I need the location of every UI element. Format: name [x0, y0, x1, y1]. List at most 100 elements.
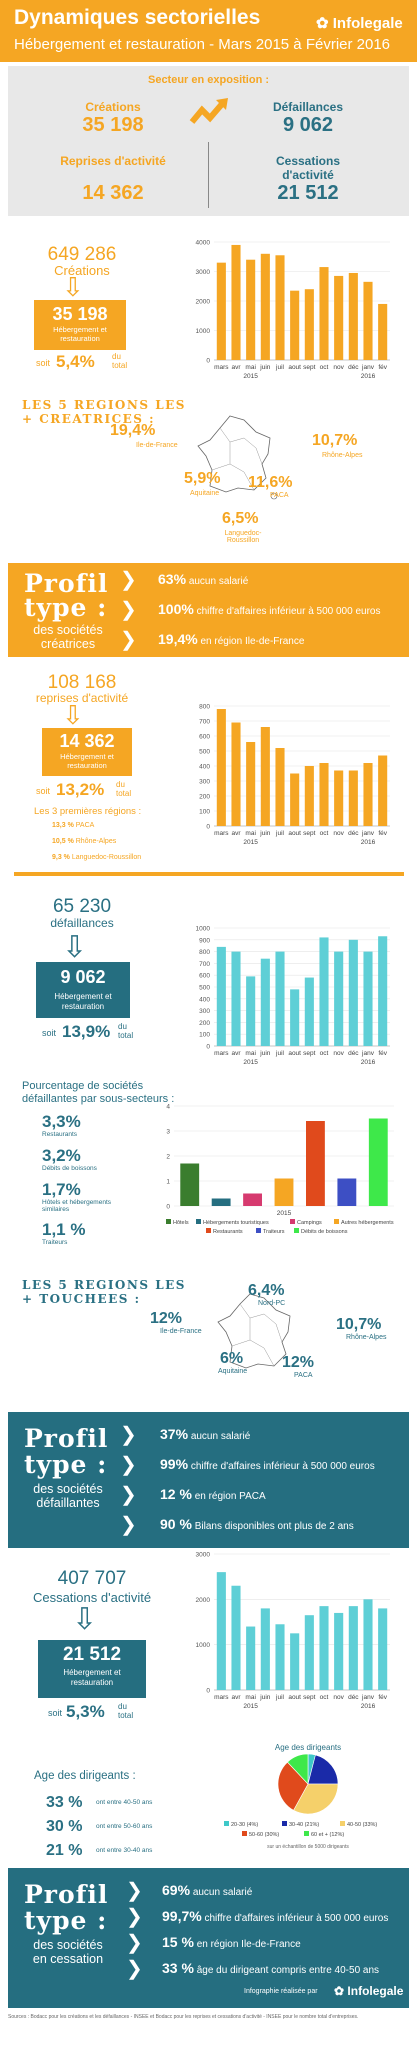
bar	[260, 727, 270, 826]
profil-subtitle: des sociétés	[33, 623, 103, 637]
x-tick-label: nov	[333, 1050, 344, 1057]
sous-secteur-pct: 1,7%	[42, 1180, 81, 1199]
x-tick-label: fév	[378, 1050, 387, 1057]
y-tick-label: 3000	[196, 269, 211, 276]
bar	[334, 275, 344, 360]
creations-share-suffix: du total	[112, 352, 128, 370]
profil-item-text: aucun salarié	[188, 576, 249, 587]
profil-item: 99% chiffre d'affaires inférieur à 500 0…	[160, 1456, 375, 1472]
x-tick-label: fév	[378, 1694, 387, 1701]
cessations-bar-chart: 0 1000 2000 3000 mars avr mai juin juil aout sept o…	[196, 1552, 390, 1710]
profil-item: 12 % en région PACA	[160, 1486, 266, 1502]
regions-touchees-title-2: + TOUCHEES :	[22, 1292, 141, 1306]
sous-secteur-pct: 3,3%	[42, 1112, 81, 1131]
reprises-region-name: Rhône-Alpes	[75, 838, 117, 845]
defaillances-bar-chart: 0 100 200 300 400 500 600 700 800 900 1000 mars avr m…	[196, 926, 390, 1066]
bar	[319, 267, 329, 360]
profil-item-text: en région PACA	[194, 1491, 266, 1502]
creations-total-label: Créations	[54, 263, 110, 278]
regions-touchees-title-1: LES 5 REGIONS LES	[22, 1278, 186, 1292]
profil-subtitle: des sociétés	[33, 1482, 103, 1496]
x-tick-label: mars	[214, 1050, 229, 1057]
x-tick-label: sept	[303, 830, 315, 837]
x-tick-label: juin	[259, 1050, 271, 1057]
profil-item: 19,4% en région Ile-de-France	[158, 631, 304, 647]
legend-label: Hébergements touristiques	[203, 1220, 269, 1226]
y-tick-label: 600	[199, 734, 210, 741]
profil-title: Profil	[24, 1424, 109, 1453]
y-tick-label: 400	[199, 764, 210, 771]
x-tick-label: avr	[231, 364, 241, 371]
bar	[378, 1608, 388, 1690]
bar	[246, 976, 256, 1046]
x-tick-label: oct	[320, 364, 329, 371]
profil-item-pct: 19,4%	[158, 631, 198, 647]
year-label: 2016	[361, 839, 376, 846]
profil-item-pct: 33 %	[162, 1960, 194, 1976]
bar	[243, 1193, 262, 1206]
profil-item: 63% aucun salarié	[158, 571, 248, 587]
year-label: 2015	[243, 1059, 258, 1066]
defaillances-total-label: défaillances	[50, 916, 114, 930]
logo-icon: ✿	[316, 15, 329, 32]
creations-bar-chart: 0 1000 2000 3000 4000 mars avr mai juin juil aout s…	[196, 240, 390, 380]
cessations-total: 407 707	[57, 1568, 127, 1589]
y-tick-label: 800	[199, 949, 210, 956]
x-tick-label: oct	[320, 830, 329, 837]
region-touchee-name: Ile-de-France	[160, 1328, 202, 1335]
x-tick-label: mai	[245, 1050, 255, 1057]
y-tick-label: 500	[199, 985, 210, 992]
region-touchee-pct: 6%	[220, 1350, 244, 1367]
bar	[304, 766, 314, 826]
profil-item-text: chiffre d'affaires inférieur à 500 000 e…	[204, 1913, 389, 1924]
bar	[334, 951, 344, 1046]
x-tick-label: mai	[245, 364, 255, 371]
x-tick-label: oct	[320, 1694, 329, 1701]
profil-item: 15 % en région Ile-de-France	[162, 1934, 301, 1950]
reprises-region-pct: 9,3 %	[52, 854, 70, 861]
down-arrow-icon: ⇩	[72, 1603, 98, 1636]
profil-subtitle: défaillantes	[36, 1496, 100, 1510]
bar	[216, 709, 226, 826]
profil-item-pct: 37%	[160, 1426, 189, 1442]
x-tick-label: sept	[303, 364, 315, 371]
x-tick-label: aout	[288, 830, 301, 837]
y-tick-label: 900	[199, 937, 210, 944]
y-tick-label: 4	[166, 1104, 170, 1111]
x-tick-label: juil	[275, 830, 285, 837]
age-text: ont entre 40-50 ans	[96, 1799, 153, 1806]
region-creatrice-name: Rhône-Alpes	[322, 452, 363, 459]
y-tick-label: 300	[199, 1008, 210, 1015]
bar	[260, 1608, 270, 1690]
x-tick-label: mars	[214, 364, 229, 371]
reprises-region-name: Languedoc-Roussillon	[71, 854, 142, 861]
y-tick-label: 700	[199, 961, 210, 968]
chevron-right-icon: ❯	[120, 599, 137, 621]
pie-slice	[307, 1754, 339, 1785]
profil-item-pct: 99,7%	[162, 1908, 202, 1924]
bar	[231, 722, 241, 826]
year-label: 2016	[361, 1059, 376, 1066]
chevron-right-icon: ❯	[120, 569, 137, 591]
reprises-value: 14 362	[82, 182, 144, 204]
age-pie-chart: Age des dirigeants 20-30 (4%) 30-40 (21%) 4…	[224, 1743, 377, 1850]
profil-item-pct: 100%	[158, 601, 194, 617]
defaillances-sector-value: 9 062	[60, 967, 106, 987]
footer-logo: ✿ Infolegale	[334, 1984, 403, 1998]
legend-label: 40-50 (33%)	[347, 1822, 377, 1828]
down-arrow-icon: ⇩	[62, 272, 84, 302]
x-tick-label: juil	[275, 1050, 285, 1057]
legend-swatch	[196, 1219, 201, 1224]
bar	[216, 946, 226, 1046]
y-tick-label: 0	[166, 1204, 170, 1211]
legend-label: Autres hébergements	[341, 1220, 394, 1226]
profil-item-pct: 63%	[158, 571, 187, 587]
age-text: ont entre 50-60 ans	[96, 1823, 153, 1830]
sources-text: Sources : Bodacc pour les créations et l…	[8, 2014, 359, 2020]
bar	[231, 244, 241, 360]
bar	[348, 272, 358, 360]
bar	[275, 748, 285, 826]
bar	[260, 253, 270, 360]
profil-title: Profil	[24, 569, 109, 598]
profil-item-text: aucun salarié	[190, 1431, 251, 1442]
